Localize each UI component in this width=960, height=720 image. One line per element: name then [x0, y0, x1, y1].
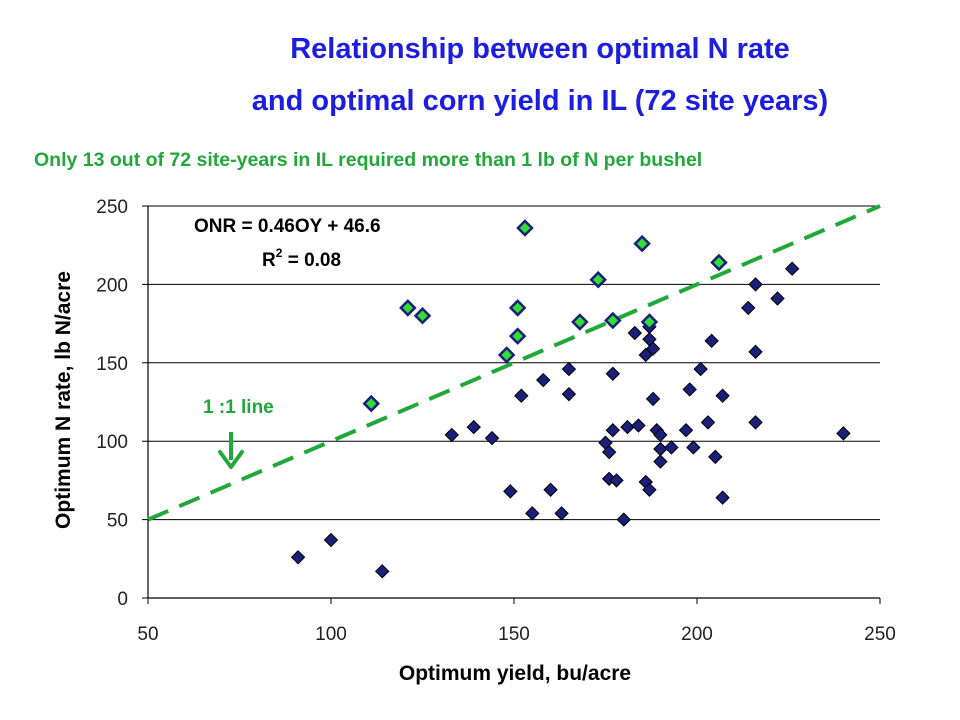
data-point: [645, 341, 661, 356]
data-point-above-line: [633, 234, 651, 253]
data-point: [605, 366, 621, 381]
data-point: [741, 300, 756, 316]
data-point: [836, 426, 851, 441]
data-point: [708, 449, 723, 465]
x-tick-label-50: 50: [137, 624, 158, 645]
x-tick-labels: 50 100 150 200 250: [137, 598, 896, 645]
data-point: [466, 419, 481, 435]
data-point-above-line: [362, 394, 381, 413]
y-tick-label-100: 100: [96, 432, 128, 453]
data-point-above-line: [589, 270, 607, 289]
data-point-above-line: [497, 346, 516, 364]
data-point: [682, 382, 697, 397]
data-point-above-line: [571, 313, 589, 331]
y-tick-label-50: 50: [107, 511, 128, 532]
x-tick-label-250: 250: [864, 624, 896, 645]
one-to-one-line: [147, 204, 881, 522]
data-point: [678, 423, 694, 438]
data-point: [653, 441, 668, 457]
r-squared-value: = 0.08: [282, 250, 341, 271]
data-point-above-line: [516, 219, 534, 237]
arrow-down-icon: [218, 432, 244, 469]
data-point: [543, 482, 558, 498]
data-points-above-line: [362, 219, 728, 413]
y-tick-label-150: 150: [96, 354, 128, 375]
r-squared: R2 = 0.08: [262, 246, 341, 271]
data-point: [609, 473, 624, 488]
data-point: [704, 333, 719, 349]
x-tick-label-150: 150: [498, 624, 530, 645]
data-point: [748, 344, 763, 360]
data-point-above-line: [399, 299, 417, 317]
y-tick-label-200: 200: [96, 275, 128, 296]
data-point: [664, 440, 679, 455]
data-point: [686, 440, 701, 455]
data-point: [561, 361, 577, 377]
data-point: [770, 291, 785, 306]
data-point: [536, 372, 551, 388]
r-squared-symbol: R: [262, 250, 276, 271]
data-point: [503, 484, 518, 499]
r-squared-exponent: 2: [276, 246, 283, 260]
y-tick-label-250: 250: [96, 197, 128, 218]
x-axis-label: Optimum yield, bu/acre: [399, 662, 631, 685]
data-point: [631, 418, 646, 433]
data-point: [642, 482, 657, 498]
data-point: [290, 550, 306, 565]
data-point: [484, 430, 500, 446]
data-point: [653, 427, 668, 443]
data-point-above-line: [508, 299, 527, 317]
data-point: [525, 506, 540, 521]
data-point: [627, 325, 642, 341]
data-point: [748, 277, 763, 292]
data-point: [700, 415, 716, 430]
data-point: [784, 261, 800, 276]
data-points: [290, 261, 851, 579]
data-point: [601, 444, 617, 460]
data-point-above-line: [604, 311, 622, 330]
data-point-above-line: [508, 327, 527, 345]
data-point: [748, 415, 763, 430]
data-point-above-line: [710, 253, 728, 272]
x-tick-label-100: 100: [315, 624, 347, 645]
one-to-one-label: 1 :1 line: [203, 397, 274, 418]
data-point: [693, 361, 708, 377]
data-point-above-line: [413, 306, 432, 325]
data-point: [620, 419, 635, 435]
x-tick-label-200: 200: [681, 624, 713, 645]
y-axis-label: Optimum N rate, lb N/acre: [52, 271, 75, 529]
y-tick-label-0: 0: [117, 589, 128, 610]
chart-title-line-2: and optimal corn yield in IL (72 site ye…: [251, 85, 829, 117]
chart-title-line-1: Relationship between optimal N rate: [290, 33, 790, 65]
y-tick-labels: 0 50 100 150 200 250: [96, 197, 148, 610]
regression-equation: ONR = 0.46OY + 46.6: [194, 216, 381, 237]
data-point: [375, 564, 390, 579]
data-point: [444, 427, 459, 443]
data-point: [514, 388, 529, 403]
chart-subtitle: Only 13 out of 72 site-years in IL requi…: [34, 149, 703, 171]
data-point: [561, 386, 577, 402]
data-point: [715, 388, 730, 403]
data-point: [554, 506, 569, 521]
data-point-above-line: [640, 313, 659, 331]
data-point: [616, 512, 632, 527]
data-point: [653, 454, 668, 469]
data-point: [605, 423, 621, 438]
data-point: [323, 532, 339, 548]
data-point: [645, 391, 661, 407]
data-point: [715, 490, 730, 505]
